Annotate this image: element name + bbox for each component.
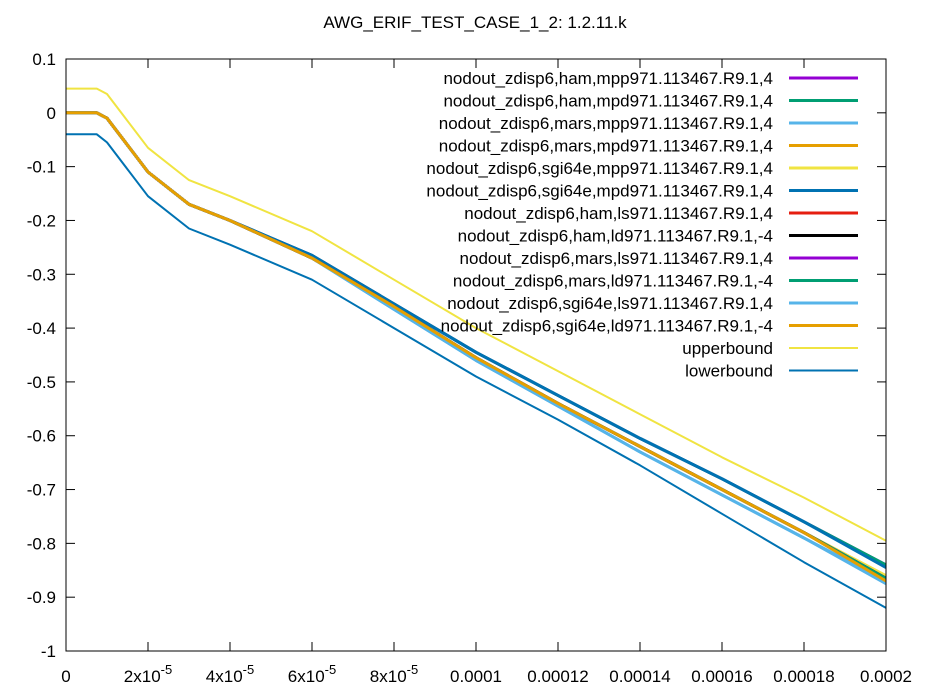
y-tick-label: -0.3 — [27, 265, 56, 284]
x-tick-label: 2x10-5 — [124, 662, 172, 686]
legend-label: nodout_zdisp6,ham,mpd971.113467.R9.1,4 — [443, 92, 773, 111]
y-tick-label: -0.1 — [27, 158, 56, 177]
series-line — [66, 133, 886, 609]
series-line — [66, 87, 886, 542]
legend-label: nodout_zdisp6,mars,ls971.113467.R9.1,4 — [460, 249, 773, 268]
y-tick-label: 0 — [47, 104, 56, 123]
x-tick-label: 6x10-5 — [288, 662, 336, 686]
y-tick-label: -0.9 — [27, 588, 56, 607]
y-tick-label: 0.1 — [32, 50, 56, 69]
legend-label: nodout_zdisp6,ham,ls971.113467.R9.1,4 — [464, 204, 773, 223]
legend-label: nodout_zdisp6,ham,mpp971.113467.R9.1,4 — [443, 69, 773, 88]
legend: nodout_zdisp6,ham,mpp971.113467.R9.1,4no… — [426, 69, 858, 381]
legend-label: nodout_zdisp6,sgi64e,ld971.113467.R9.1,-… — [441, 317, 773, 336]
legend-label: nodout_zdisp6,sgi64e,mpd971.113467.R9.1,… — [426, 182, 773, 201]
x-tick-label: 0.0001 — [450, 667, 502, 686]
legend-label: nodout_zdisp6,sgi64e,mpp971.113467.R9.1,… — [426, 159, 773, 178]
x-tick-label: 0.0002 — [860, 667, 912, 686]
legend-label: upperbound — [682, 339, 773, 358]
plot-frame — [65, 58, 887, 652]
y-tick-label: -0.8 — [27, 534, 56, 553]
legend-label: nodout_zdisp6,mars,mpd971.113467.R9.1,4 — [439, 137, 773, 156]
x-tick-label: 8x10-5 — [370, 662, 418, 686]
axis-ticks: 0.1 0 -0.1 -0.2 -0.3 -0.4 -0.5 -0.6 -0.7 -0.8 -0.9… — [27, 50, 912, 686]
x-tick-label: 0.00012 — [527, 667, 588, 686]
y-tick-label: -0.4 — [27, 319, 56, 338]
legend-label: nodout_zdisp6,mars,mpp971.113467.R9.1,4 — [439, 114, 773, 133]
series-lines — [66, 87, 886, 609]
legend-label: nodout_zdisp6,ham,ld971.113467.R9.1,-4 — [458, 227, 773, 246]
legend-label: nodout_zdisp6,sgi64e,ls971.113467.R9.1,4 — [447, 294, 773, 313]
y-tick-label: -1 — [41, 642, 56, 661]
x-tick-label: 0.00014 — [609, 667, 670, 686]
x-tick-label: 0.00018 — [773, 667, 834, 686]
y-tick-label: -0.2 — [27, 211, 56, 230]
series-line — [66, 111, 886, 583]
legend-label: nodout_zdisp6,mars,ld971.113467.R9.1,-4 — [453, 272, 773, 291]
y-tick-label: -0.7 — [27, 481, 56, 500]
y-tick-label: -0.5 — [27, 373, 56, 392]
chart-title: AWG_ERIF_TEST_CASE_1_2: 1.2.11.k — [323, 13, 627, 32]
legend-label: lowerbound — [685, 362, 773, 381]
y-tick-label: -0.6 — [27, 427, 56, 446]
x-tick-label: 4x10-5 — [206, 662, 254, 686]
x-tick-label: 0 — [61, 667, 70, 686]
x-tick-label: 0.00016 — [691, 667, 752, 686]
